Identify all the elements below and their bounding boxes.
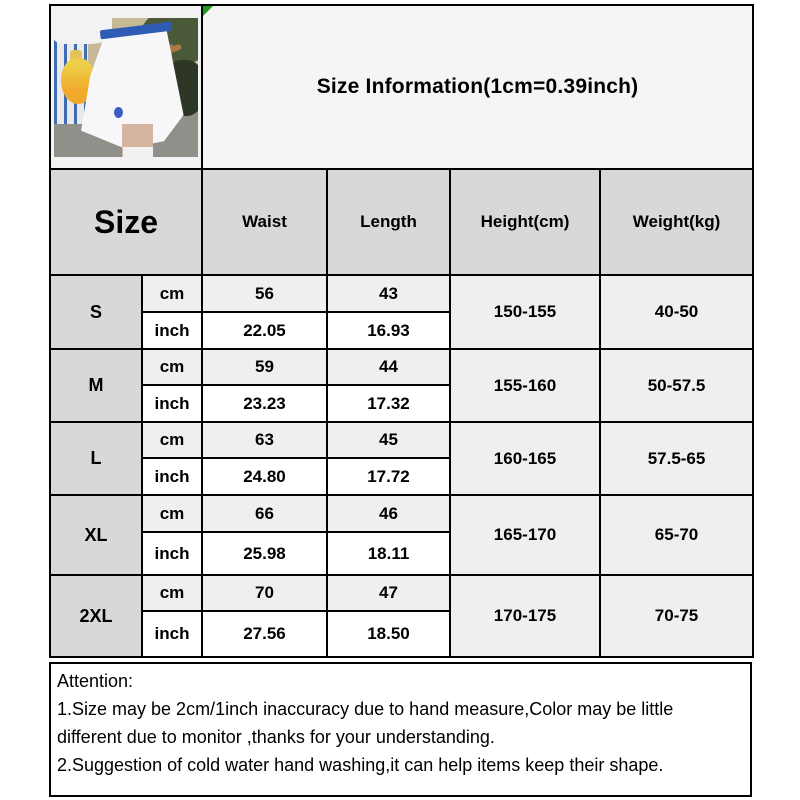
unit-label-cm: cm bbox=[141, 348, 203, 386]
waist-inch-value: 23.23 bbox=[201, 384, 328, 423]
attention-line: 1.Size may be 2cm/1inch inaccuracy due t… bbox=[57, 699, 674, 719]
waist-inch-value: 22.05 bbox=[201, 311, 328, 350]
waist-cm-value: 70 bbox=[201, 574, 328, 612]
size-label: S bbox=[49, 274, 143, 350]
corner-flag-icon bbox=[204, 7, 213, 16]
photo-white-sock bbox=[123, 147, 154, 157]
height-range-value: 150-155 bbox=[449, 274, 601, 350]
size-table-body: Size Information(1cm=0.39inch) Size Wais… bbox=[49, 4, 755, 658]
length-inch-value: 17.32 bbox=[326, 384, 451, 423]
height-range-value: 155-160 bbox=[449, 348, 601, 423]
size-table: Size Information(1cm=0.39inch) Size Wais… bbox=[49, 4, 755, 658]
length-inch-value: 16.93 bbox=[326, 311, 451, 350]
height-range-value: 165-170 bbox=[449, 494, 601, 576]
length-inch-value: 18.11 bbox=[326, 531, 451, 576]
length-cm-value: 45 bbox=[326, 421, 451, 459]
unit-label-cm: cm bbox=[141, 274, 203, 313]
length-cm-value: 43 bbox=[326, 274, 451, 313]
column-header-weight: Weight(kg) bbox=[598, 168, 755, 276]
waist-inch-value: 27.56 bbox=[201, 610, 328, 658]
weight-range-value: 70-75 bbox=[598, 574, 755, 658]
unit-label-cm: cm bbox=[141, 494, 203, 533]
unit-label-inch: inch bbox=[141, 610, 203, 658]
unit-label-cm: cm bbox=[141, 421, 203, 459]
size-info-title: Size Information(1cm=0.39inch) bbox=[316, 75, 639, 98]
unit-label-inch: inch bbox=[141, 311, 203, 350]
product-photo bbox=[54, 18, 198, 157]
attention-line: different due to monitor ,thanks for you… bbox=[57, 727, 495, 747]
size-label: M bbox=[49, 348, 143, 423]
waist-cm-value: 66 bbox=[201, 494, 328, 533]
waist-cm-value: 63 bbox=[201, 421, 328, 459]
column-header-waist: Waist bbox=[201, 168, 328, 276]
product-photo-cell bbox=[49, 4, 203, 170]
length-inch-value: 18.50 bbox=[326, 610, 451, 658]
waist-cm-value: 59 bbox=[201, 348, 328, 386]
size-table-wrap: Size Information(1cm=0.39inch) Size Wais… bbox=[49, 4, 755, 658]
unit-label-inch: inch bbox=[141, 531, 203, 576]
waist-inch-value: 25.98 bbox=[201, 531, 328, 576]
length-cm-value: 46 bbox=[326, 494, 451, 533]
column-header-size: Size bbox=[49, 168, 203, 276]
length-cm-value: 47 bbox=[326, 574, 451, 612]
column-header-height: Height(cm) bbox=[449, 168, 601, 276]
weight-range-value: 50-57.5 bbox=[598, 348, 755, 423]
attention-line: 2.Suggestion of cold water hand washing,… bbox=[57, 755, 664, 775]
weight-range-value: 57.5-65 bbox=[598, 421, 755, 496]
size-label: 2XL bbox=[49, 574, 143, 658]
height-range-value: 160-165 bbox=[449, 421, 601, 496]
attention-heading: Attention: bbox=[57, 671, 134, 691]
waist-inch-value: 24.80 bbox=[201, 457, 328, 496]
size-label: L bbox=[49, 421, 143, 496]
size-label: XL bbox=[49, 494, 143, 576]
size-info-title-cell: Size Information(1cm=0.39inch) bbox=[200, 4, 755, 170]
length-inch-value: 17.72 bbox=[326, 457, 451, 496]
waist-cm-value: 56 bbox=[201, 274, 328, 313]
unit-label-inch: inch bbox=[141, 384, 203, 423]
column-header-length: Length bbox=[326, 168, 451, 276]
height-range-value: 170-175 bbox=[449, 574, 601, 658]
photo-skirt-logo bbox=[114, 106, 124, 118]
attention-note: Attention: 1.Size may be 2cm/1inch inacc… bbox=[49, 662, 752, 797]
unit-label-cm: cm bbox=[141, 574, 203, 612]
weight-range-value: 65-70 bbox=[598, 494, 755, 576]
weight-range-value: 40-50 bbox=[598, 274, 755, 350]
unit-label-inch: inch bbox=[141, 457, 203, 496]
length-cm-value: 44 bbox=[326, 348, 451, 386]
